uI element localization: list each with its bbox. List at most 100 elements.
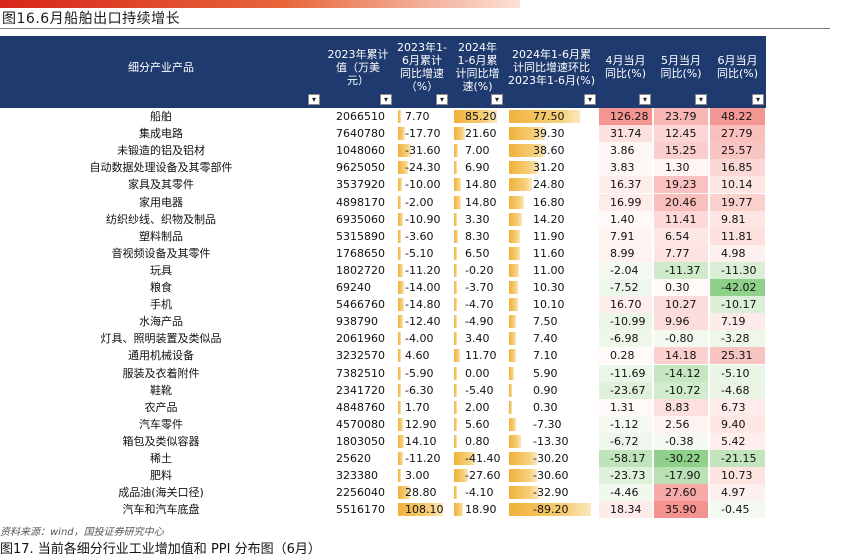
row-name: 纺织纱线、织物及制品 [106,212,216,226]
data-bar [398,400,401,414]
filter-dropdown-icon[interactable]: ▾ [752,94,764,105]
data-bar [398,110,402,123]
growth-2023: -3.60 [405,229,434,243]
growth-diff: 7.50 [533,315,558,329]
data-bar [398,503,444,517]
filter-dropdown-icon[interactable]: ▾ [695,94,707,105]
jun-yoy: 9.81 [721,212,746,226]
apr-yoy: -23.67 [610,383,646,397]
data-bar [454,366,457,380]
heat-cell [654,159,708,177]
filter-dropdown-icon[interactable]: ▾ [584,94,596,105]
growth-2024: 14.80 [465,195,497,209]
jun-yoy: 48.22 [721,110,753,123]
heat-cell [599,450,652,467]
data-bar [454,127,465,141]
data-bar [509,383,512,397]
jun-yoy: 16.85 [721,161,753,175]
may-yoy: 14.18 [665,349,697,363]
heat-cell [599,398,652,416]
total-value: 2256040 [336,486,385,500]
heat-cell [710,467,765,485]
jun-yoy: 11.81 [721,229,753,243]
apr-yoy: 1.40 [610,212,635,226]
column-header-text: 5月当月 同比(%) [660,54,702,80]
may-yoy: 10.27 [665,298,697,312]
data-bar [454,110,497,123]
apr-yoy: 3.86 [610,144,635,158]
heat-cell [654,176,708,194]
heat-cell [599,108,652,125]
apr-yoy: -23.73 [610,469,646,483]
growth-2023: -10.00 [405,178,441,192]
growth-2023: -5.10 [405,246,434,260]
data-bar [398,178,403,192]
filter-dropdown-icon[interactable]: ▾ [380,94,392,105]
data-bar [398,452,403,465]
data-bar [509,161,538,175]
may-yoy: 20.46 [665,195,697,209]
growth-2023: -11.20 [405,452,441,465]
apr-yoy: 3.83 [610,161,635,175]
growth-2023: 12.90 [405,417,437,431]
heat-cell [710,347,765,365]
growth-2024: -27.60 [465,469,501,483]
row-name: 灯具、照明装置及类似品 [100,332,222,346]
growth-2023: -14.80 [405,298,441,312]
table-header: 细分产业产品细分产业产品▾2023年累计值（万美元）2023年累计值（万美元）▾… [0,36,766,108]
data-bar [398,144,412,158]
apr-yoy: -58.17 [610,452,646,465]
heat-cell [599,364,652,382]
growth-diff: -32.90 [533,486,569,500]
growth-2023: -2.00 [405,195,434,209]
source-note: 资料来源：wind，国投证券研究中心 [0,527,164,538]
heat-cell [654,125,708,143]
growth-2024: 14.80 [465,178,497,192]
data-bar [454,349,460,363]
may-yoy: 11.41 [665,212,697,226]
column-header-4: 2024年1-6月累计同比增速环比2023年1-6月(%)2024年1-6月累计… [505,36,598,108]
row-name: 箱包及类似容器 [122,434,200,448]
data-bar [398,383,401,397]
jun-yoy: -3.28 [721,332,750,346]
growth-diff: 10.30 [533,281,565,294]
total-value: 3537920 [336,178,385,192]
growth-2023: -11.20 [405,263,441,277]
total-value: 69240 [336,281,371,294]
filter-dropdown-icon[interactable]: ▾ [436,94,448,105]
filter-dropdown-icon[interactable]: ▾ [491,94,503,105]
heat-cell [654,193,708,211]
growth-2024: 2.00 [465,400,490,414]
row-name: 集成电路 [139,127,183,141]
growth-diff: 10.10 [533,298,565,312]
jun-yoy: 10.73 [721,469,753,483]
heat-cell [599,381,652,399]
data-bar [398,298,405,312]
heat-cell [710,142,765,160]
data-bar [509,212,523,226]
heat-cell [654,210,708,228]
column-header-0: 细分产业产品细分产业产品▾ [0,36,322,108]
row-name: 家用电器 [139,195,183,209]
filter-dropdown-icon[interactable]: ▾ [308,94,320,105]
heat-cell [599,432,652,450]
total-value: 1768650 [336,246,385,260]
row-name: 鞋靴 [150,383,172,397]
data-bar [454,452,475,465]
row-name: 音视频设备及其零件 [111,246,211,260]
data-bar [509,332,516,346]
heat-cell [599,159,652,177]
jun-yoy: 4.97 [721,486,746,500]
growth-diff: -13.30 [533,434,569,448]
heat-cell [599,142,652,160]
data-bar [454,332,457,346]
may-yoy: 23.79 [665,110,697,123]
growth-diff: 7.40 [533,332,558,346]
data-bar [454,400,457,414]
data-bar [509,486,540,500]
filter-dropdown-icon[interactable]: ▾ [639,94,651,105]
heat-cell [654,142,708,160]
total-value: 2066510 [336,110,385,123]
